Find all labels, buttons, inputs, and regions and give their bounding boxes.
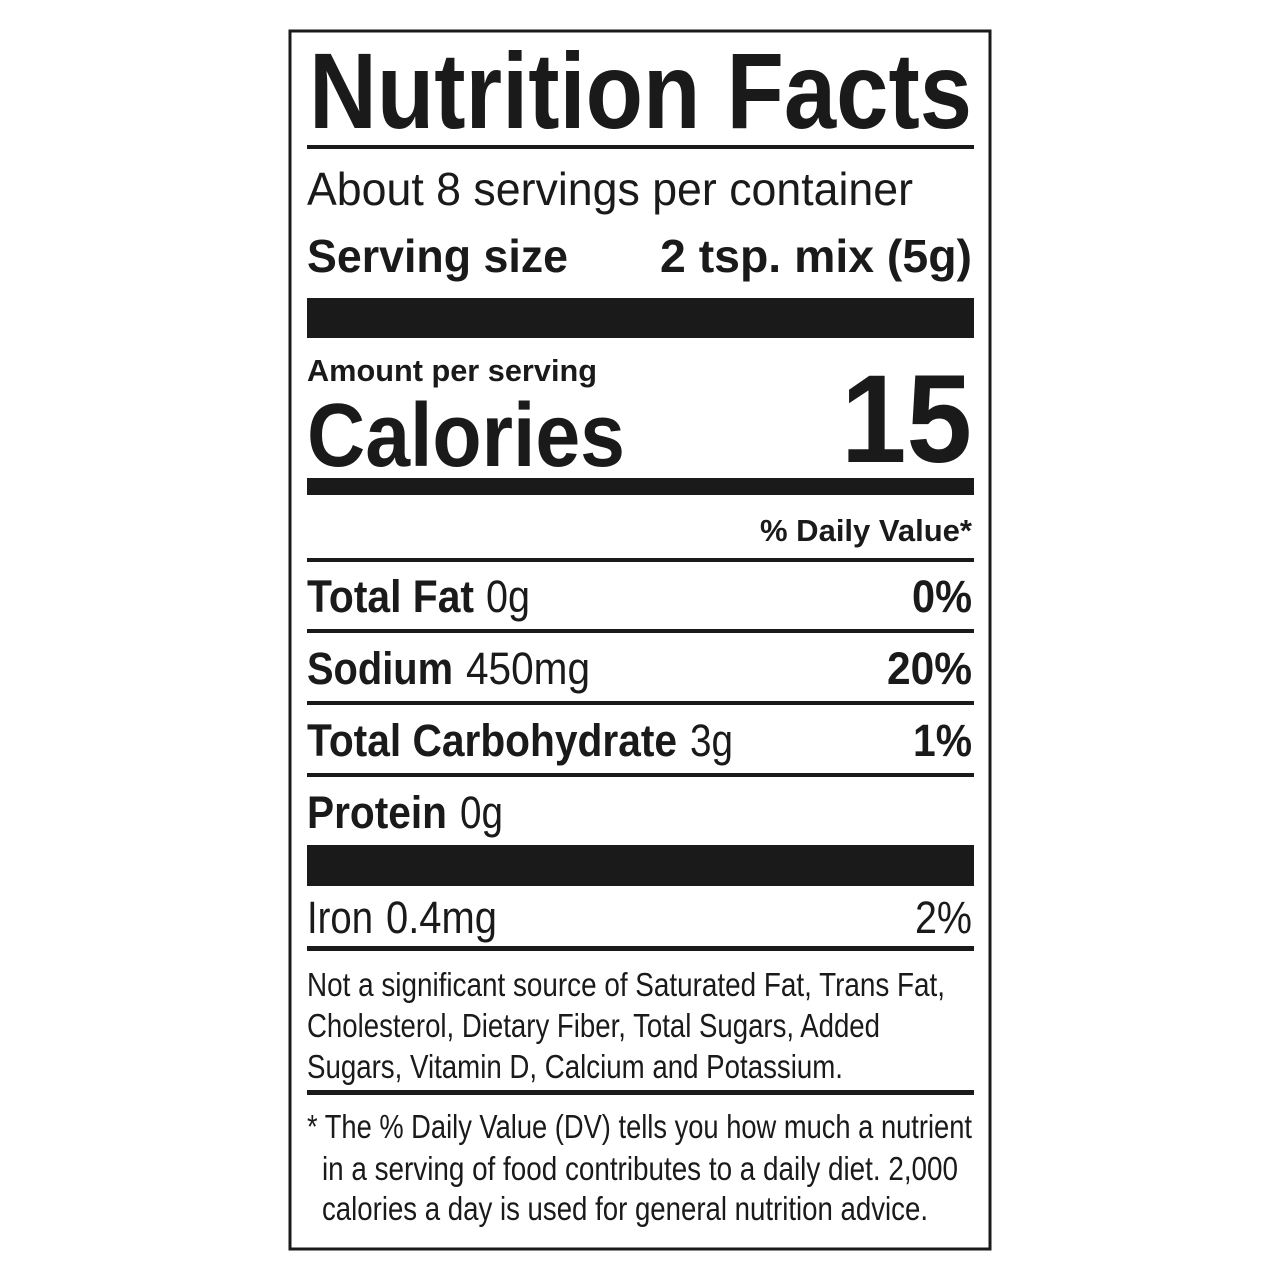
title: Nutrition Facts	[309, 30, 972, 151]
servings-per-container: About 8 servings per container	[307, 163, 913, 215]
footnote-line: calories a day is used for general nutri…	[322, 1190, 928, 1227]
mineral-amount: 0.4mg	[386, 892, 497, 943]
label-border	[288, 29, 992, 1251]
nutrient-amount: 0g	[460, 787, 503, 838]
footnote-line: Cholesterol, Dietary Fiber, Total Sugars…	[307, 1007, 880, 1044]
nutrient-daily-value: 1%	[913, 715, 972, 766]
thick-rule	[307, 298, 974, 338]
rule	[307, 145, 974, 149]
nutrient-name: Total Fat	[307, 571, 474, 622]
rule	[307, 701, 974, 705]
rule	[307, 946, 974, 951]
nutrient-amount: 450mg	[466, 643, 590, 694]
medium-rule	[307, 478, 974, 495]
nutrient-amount: 3g	[690, 715, 733, 766]
thick-rule	[307, 845, 974, 886]
calories-value: 15	[841, 350, 972, 489]
nutrient-name: Total Carbohydrate	[307, 715, 677, 766]
footnote-line: Sugars, Vitamin D, Calcium and Potassium…	[307, 1048, 843, 1085]
rule	[307, 629, 974, 633]
rule	[307, 773, 974, 777]
nutrient-amount: 0g	[486, 571, 530, 622]
footnote-line: * The % Daily Value (DV) tells you how m…	[307, 1108, 972, 1145]
mineral-name: Iron	[307, 892, 373, 943]
footnote-line: in a serving of food contributes to a da…	[322, 1150, 958, 1187]
daily-value-header: % Daily Value*	[760, 513, 973, 548]
amount-per-serving: Amount per serving	[307, 353, 597, 388]
nutrient-name: Protein	[307, 787, 447, 838]
calories-label: Calories	[307, 386, 625, 486]
nutrient-daily-value: 20%	[887, 643, 972, 694]
footnote-line: Not a significant source of Saturated Fa…	[307, 966, 945, 1003]
serving-size-label: Serving size	[307, 230, 568, 282]
rule	[307, 1090, 974, 1095]
rule	[307, 558, 974, 562]
nutrient-daily-value: 0%	[912, 571, 972, 622]
mineral-daily-value: 2%	[915, 892, 972, 943]
serving-size-value: 2 tsp. mix (5g)	[660, 230, 972, 282]
nutrient-name: Sodium	[307, 643, 453, 694]
